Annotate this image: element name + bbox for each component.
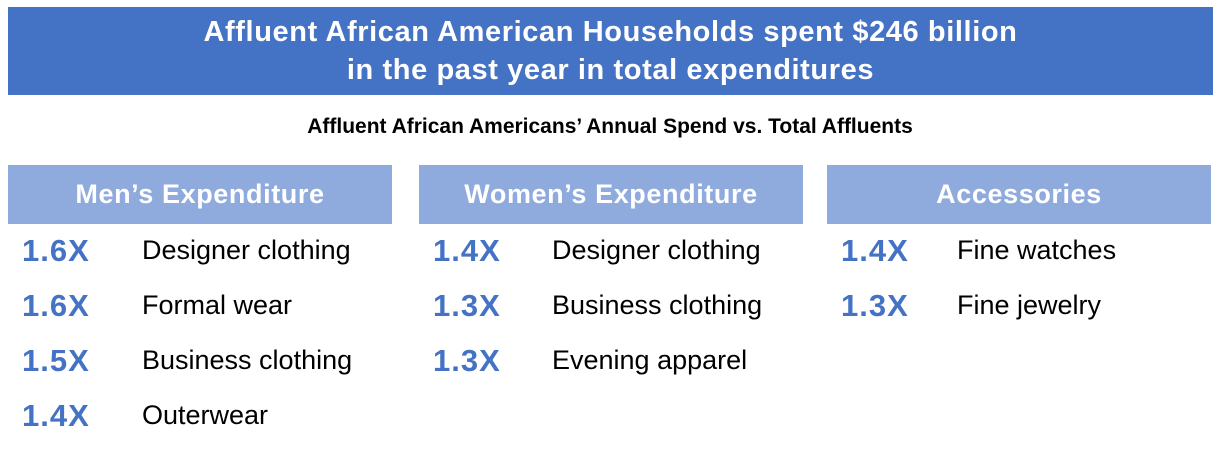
item-label: Business clothing [552,290,763,320]
item-label: Fine watches [957,235,1117,265]
item-label: Designer clothing [142,235,351,265]
multiplier-value: 1.6X [22,233,90,268]
item-label: Business clothing [142,345,353,375]
list-item: 1.4X Fine watches [827,227,1211,282]
list-item: 1.6X Formal wear [8,282,392,337]
multiplier-value: 1.3X [841,288,909,323]
list-item: 1.6X Designer clothing [8,227,392,282]
mens-expenditure-column: Men’s Expenditure 1.6X Designer clothing… [8,165,392,447]
mens-expenditure-header: Men’s Expenditure [8,165,392,224]
list-item: 1.5X Business clothing [8,337,392,392]
accessories-column: Accessories 1.4X Fine watches 1.3X Fine … [827,165,1211,337]
list-item: 1.3X Business clothing [419,282,803,337]
accessories-header: Accessories [827,165,1211,224]
list-item: 1.4X Outerwear [8,392,392,447]
item-label: Outerwear [142,400,269,430]
multiplier-value: 1.6X [22,288,90,323]
list-item: 1.3X Fine jewelry [827,282,1211,337]
item-label: Fine jewelry [957,290,1102,320]
womens-expenditure-header: Women’s Expenditure [419,165,803,224]
subtitle: Affluent African Americans’ Annual Spend… [307,115,913,138]
title-line-1: Affluent African American Households spe… [203,16,1018,48]
multiplier-value: 1.4X [22,398,90,433]
womens-expenditure-column: Women’s Expenditure 1.4X Designer clothi… [419,165,803,392]
item-label: Formal wear [142,290,293,320]
list-item: 1.3X Evening apparel [419,337,803,392]
multiplier-value: 1.4X [433,233,501,268]
title-line-2: in the past year in total expenditures [346,54,875,86]
list-item: 1.4X Designer clothing [419,227,803,282]
multiplier-value: 1.3X [433,343,501,378]
item-label: Designer clothing [552,235,761,265]
title-banner: Affluent African American Households spe… [8,7,1213,95]
multiplier-value: 1.3X [433,288,501,323]
item-label: Evening apparel [552,345,748,375]
multiplier-value: 1.4X [841,233,909,268]
multiplier-value: 1.5X [22,343,90,378]
